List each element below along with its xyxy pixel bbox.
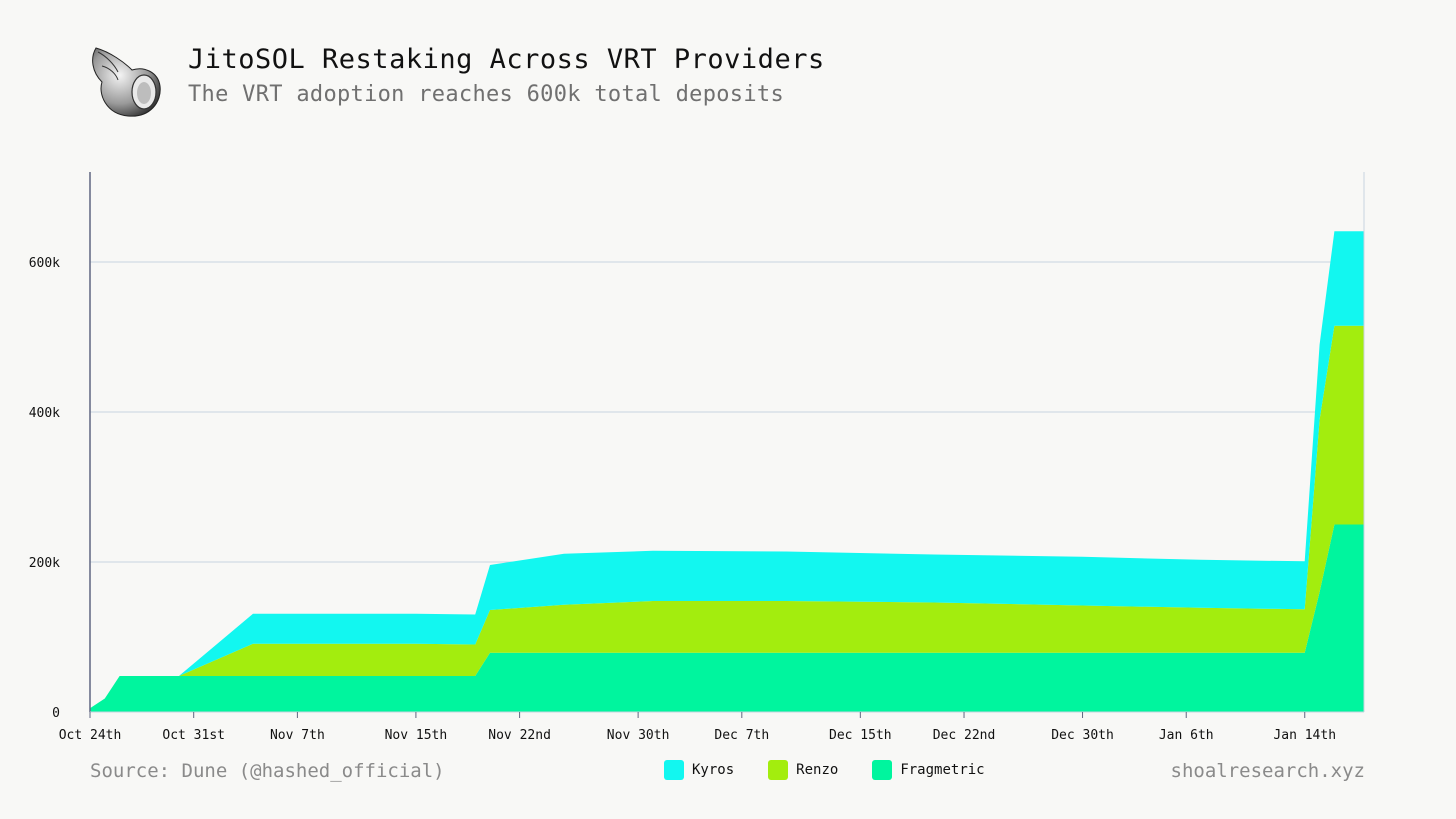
site-credit: shoalresearch.xyz <box>1170 760 1365 782</box>
area-series-fragmetric <box>90 524 1364 712</box>
legend-item-renzo: Renzo <box>768 760 838 780</box>
chart-title: JitoSOL Restaking Across VRT Providers <box>188 44 825 75</box>
x-tick-label-2: Nov 7th <box>270 728 325 743</box>
x-tick-label-11: Jan 14th <box>1273 728 1336 743</box>
x-tick-label-1: Oct 31st <box>162 728 225 743</box>
y-tick-label-400k: 400k <box>29 406 60 421</box>
x-tick-label-10: Jan 6th <box>1159 728 1214 743</box>
source-note: Source: Dune (@hashed_official) <box>90 760 445 782</box>
legend-item-fragmetric: Fragmetric <box>872 760 985 780</box>
area-series-kyros <box>90 231 1364 709</box>
x-tick-label-0: Oct 24th <box>59 728 122 743</box>
legend-swatch-fragmetric <box>872 760 893 780</box>
legend-label-fragmetric: Fragmetric <box>900 762 985 778</box>
x-tick-label-6: Dec 7th <box>714 728 769 743</box>
legend-label-kyros: Kyros <box>692 762 735 778</box>
x-tick-label-5: Nov 30th <box>607 728 670 743</box>
x-tick-label-7: Dec 15th <box>829 728 892 743</box>
legend-swatch-kyros <box>664 760 684 780</box>
x-tick-label-8: Dec 22nd <box>933 728 996 743</box>
seashell-icon <box>92 47 161 117</box>
x-tick-label-3: Nov 15th <box>385 728 448 743</box>
legend: Kyros Renzo Fragmetric <box>664 760 1019 780</box>
legend-item-kyros: Kyros <box>664 760 734 780</box>
legend-label-renzo: Renzo <box>796 762 839 778</box>
x-tick-label-9: Dec 30th <box>1051 728 1114 743</box>
y-tick-label-600k: 600k <box>29 256 60 271</box>
x-tick-label-4: Nov 22nd <box>488 728 551 743</box>
chart-subtitle: The VRT adoption reaches 600k total depo… <box>188 82 784 107</box>
y-tick-label-0: 0 <box>52 706 60 721</box>
area-series-renzo <box>90 325 1364 709</box>
legend-swatch-renzo <box>768 760 789 780</box>
y-tick-label-200k: 200k <box>29 556 60 571</box>
